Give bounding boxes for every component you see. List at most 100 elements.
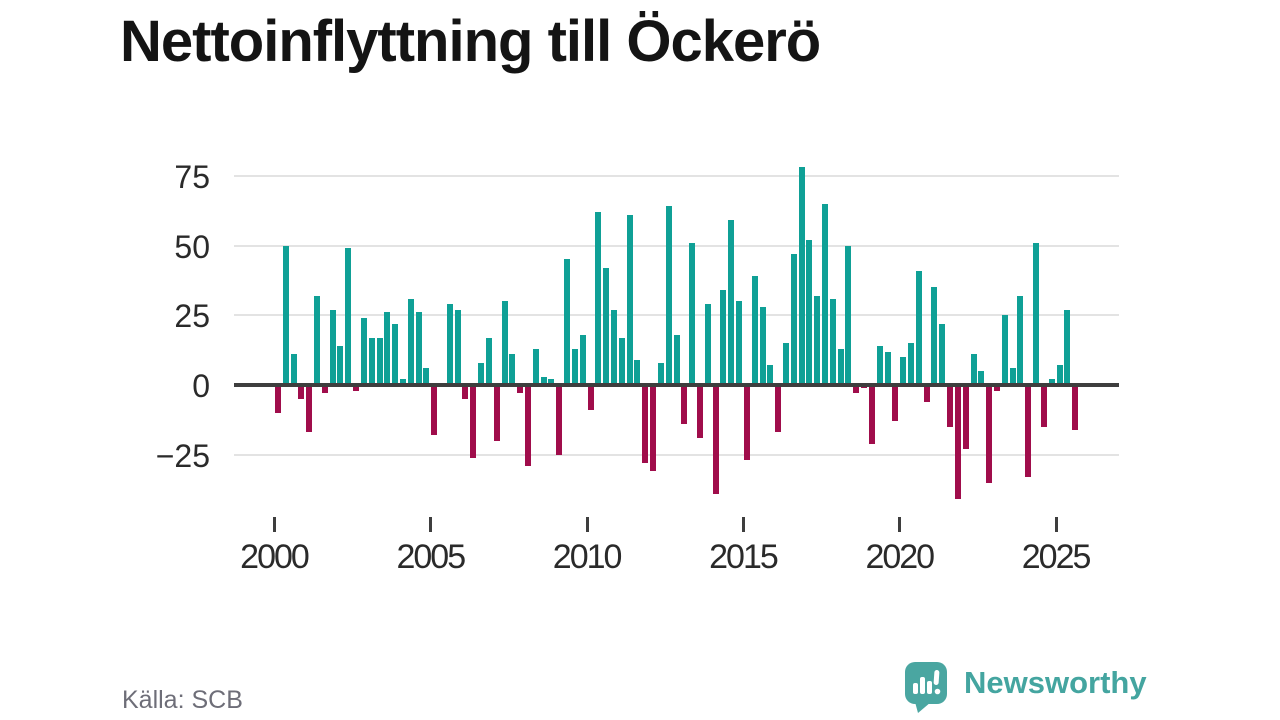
bar-2006-q4: [485, 337, 492, 385]
bar-2010-q2: [595, 212, 602, 385]
bar-2021-q3: [947, 385, 954, 427]
bar-2006-q2: [470, 385, 477, 458]
bar-2014-q2: [720, 290, 727, 385]
x-axis-tick: [273, 517, 276, 532]
x-axis-label: 2020: [865, 538, 935, 576]
bar-2019-q1: [868, 385, 875, 444]
bar-2017-q1: [806, 239, 813, 385]
bar-2012-q2: [657, 362, 664, 385]
y-axis-label: 75: [174, 158, 210, 195]
bar-2012-q1: [650, 385, 657, 472]
bar-2017-q2: [814, 295, 821, 385]
bar-2018-q1: [837, 348, 844, 385]
x-axis-label: 2010: [552, 538, 623, 576]
bar-2002-q2: [345, 248, 352, 385]
x-axis-tick: [741, 517, 745, 532]
bar-2007-q4: [517, 385, 524, 394]
bar-2020-q4: [923, 385, 930, 402]
bar-2021-q2: [939, 323, 946, 385]
bar-2003-q3: [384, 312, 391, 385]
y-axis-label: −25: [155, 437, 210, 474]
bar-2015-q4: [767, 365, 774, 385]
bar-2018-q3: [853, 385, 860, 394]
bar-2021-q4: [954, 385, 961, 500]
bar-2022-q3: [978, 371, 985, 385]
bar-2000-q3: [290, 354, 297, 385]
bar-2025-q2: [1064, 309, 1071, 385]
bar-2016-q3: [790, 253, 797, 385]
chart-title: Nettoinflyttning till Öckerö: [120, 9, 821, 74]
bar-2000-q4: [298, 385, 305, 399]
bar-2001-q1: [306, 385, 313, 433]
bar-2016-q4: [798, 167, 805, 385]
bar-2009-q1: [556, 385, 563, 455]
x-axis-tick: [429, 517, 433, 532]
bar-2010-q3: [603, 267, 610, 385]
bar-2001-q3: [321, 385, 328, 394]
bar-2019-q4: [892, 385, 899, 422]
bar-2019-q2: [876, 345, 883, 385]
x-axis-label: 2000: [240, 538, 310, 576]
bar-2006-q3: [478, 362, 485, 385]
source-label: Källa: SCB: [122, 686, 243, 714]
bar-2014-q4: [736, 301, 743, 385]
bar-2019-q3: [884, 351, 891, 385]
bar-2004-q2: [407, 298, 414, 385]
bar-2004-q3: [415, 312, 422, 385]
bar-2013-q1: [681, 385, 688, 425]
bar-2022-q4: [986, 385, 993, 483]
gridline: [234, 174, 1119, 177]
bar-2016-q2: [782, 343, 789, 385]
x-axis-tick: [898, 517, 902, 532]
bar-2007-q1: [493, 385, 500, 441]
gridline: [234, 453, 1119, 456]
bar-2009-q2: [564, 259, 571, 385]
bar-2007-q3: [509, 354, 516, 385]
bar-2007-q2: [501, 301, 508, 385]
bar-2024-q2: [1033, 242, 1040, 385]
bar-2001-q2: [313, 295, 320, 385]
bar-2003-q2: [376, 337, 383, 385]
bar-2025-q3: [1072, 385, 1079, 430]
bar-2023-q4: [1017, 295, 1024, 385]
bar-2000-q2: [282, 245, 289, 385]
bar-2005-q1: [431, 385, 438, 436]
bar-2020-q2: [908, 343, 914, 385]
bar-2009-q3: [571, 348, 578, 385]
bar-2013-q4: [704, 304, 711, 385]
bar-2006-q1: [462, 385, 469, 399]
bar-2015-q1: [743, 385, 750, 461]
bar-2018-q2: [845, 245, 852, 385]
bar-2020-q1: [900, 357, 907, 385]
bar-2022-q2: [970, 354, 977, 385]
bar-2017-q3: [822, 203, 829, 385]
bar-2024-q4: [1048, 379, 1055, 385]
bar-2002-q4: [360, 318, 367, 385]
bar-2022-q1: [962, 385, 969, 450]
bar-2024-q3: [1040, 385, 1047, 427]
bar-2017-q4: [829, 298, 836, 385]
bar-2008-q3: [540, 376, 547, 385]
y-axis-label: 50: [174, 228, 210, 265]
newsworthy-wordmark: Newsworthy: [964, 665, 1147, 700]
bar-2004-q1: [399, 379, 406, 385]
y-axis-label: 25: [174, 298, 210, 335]
gridline: [234, 244, 1119, 247]
bar-2010-q1: [587, 385, 594, 411]
bar-2023-q2: [1001, 315, 1008, 385]
x-axis-tick: [1054, 517, 1058, 532]
bar-2014-q1: [712, 385, 719, 494]
bar-2004-q4: [423, 368, 430, 385]
bar-2008-q4: [548, 379, 555, 385]
bar-2005-q4: [454, 309, 461, 385]
bar-2003-q1: [368, 337, 375, 385]
x-axis-tick: [585, 517, 589, 532]
bar-2012-q3: [665, 206, 672, 385]
bar-2008-q2: [532, 348, 539, 385]
y-axis-label: 0: [192, 368, 210, 404]
newsworthy-icon: [905, 662, 947, 713]
bar-2011-q3: [634, 359, 641, 385]
bar-2020-q3: [915, 270, 922, 385]
bar-2023-q3: [1009, 368, 1016, 385]
